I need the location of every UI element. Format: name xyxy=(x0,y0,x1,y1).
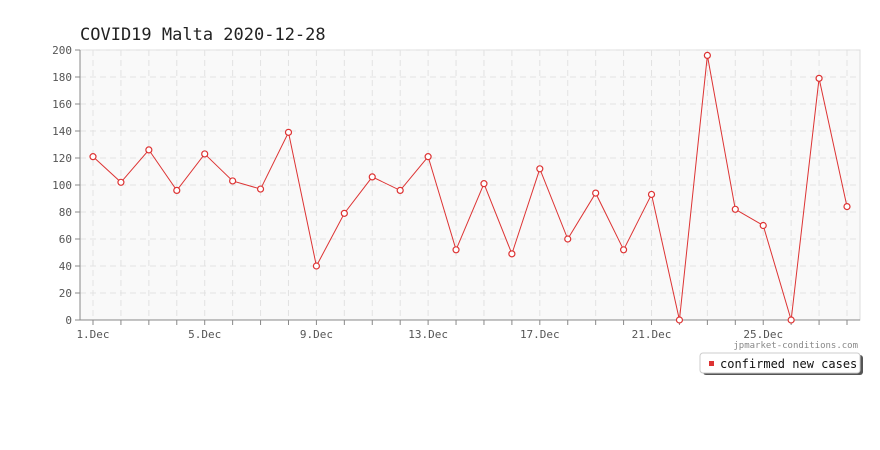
data-point xyxy=(368,173,376,181)
grid-lines xyxy=(80,49,860,320)
data-point xyxy=(312,262,321,270)
x-tick-label: 13.Dec xyxy=(408,328,448,341)
data-point xyxy=(703,51,711,60)
data-point xyxy=(731,205,739,213)
legend-marker xyxy=(709,361,714,366)
y-tick-label: 120 xyxy=(52,152,72,165)
data-point xyxy=(452,246,460,254)
x-tick-label: 9.Dec xyxy=(300,328,333,341)
data-point xyxy=(675,316,684,324)
data-point xyxy=(229,177,237,185)
legend-box xyxy=(699,352,861,374)
data-point xyxy=(619,246,628,254)
y-tick-label: 80 xyxy=(59,206,72,219)
x-tick-label: 25.Dec xyxy=(743,328,783,341)
data-point xyxy=(396,186,404,194)
data-point xyxy=(480,180,488,188)
data-point xyxy=(564,235,572,243)
data-point xyxy=(340,209,348,217)
y-tick-label: 40 xyxy=(59,260,72,273)
legend: confirmed new cases xyxy=(699,352,863,375)
data-point xyxy=(256,185,265,193)
data-point xyxy=(117,178,125,186)
data-point xyxy=(284,128,293,136)
y-tick-label: 200 xyxy=(52,44,72,57)
y-tick-label: 0 xyxy=(65,314,72,327)
x-tick-label: 21.Dec xyxy=(632,328,672,341)
data-point xyxy=(815,74,823,82)
data-point xyxy=(508,250,516,258)
data-point xyxy=(89,153,97,161)
series-confirmed-new-cases xyxy=(89,51,851,324)
data-point xyxy=(787,316,795,324)
data-point xyxy=(592,189,600,197)
data-point xyxy=(145,146,153,154)
data-point xyxy=(173,186,181,194)
x-tick-label: 1.Dec xyxy=(76,328,109,341)
y-tick-label: 60 xyxy=(59,233,72,246)
y-tick-label: 180 xyxy=(52,71,72,84)
x-tick-label: 17.Dec xyxy=(520,328,560,341)
legend-label: confirmed new cases xyxy=(720,357,857,371)
data-point xyxy=(759,221,767,230)
data-point xyxy=(647,190,656,199)
data-point xyxy=(536,165,544,173)
y-tick-label: 160 xyxy=(52,98,72,111)
x-tick-label: 5.Dec xyxy=(188,328,221,341)
y-tick-label: 140 xyxy=(52,125,72,138)
chart-title: COVID19 Malta 2020-12-28 xyxy=(80,25,326,45)
y-tick-label: 100 xyxy=(52,179,72,192)
watermark-text: jpmarket-conditions.com xyxy=(733,341,858,351)
series-line xyxy=(92,55,848,321)
y-tick-label: 20 xyxy=(59,287,72,300)
data-point xyxy=(201,150,209,158)
y-axis-tick-labels: 0 20 40 60 80 100 120 140 160 180 200 xyxy=(52,44,72,327)
data-point xyxy=(843,203,851,211)
data-point xyxy=(424,153,432,161)
x-axis-tick-labels: 1.Dec 5.Dec 9.Dec 13.Dec 17.Dec 21.Dec 25.Dec xyxy=(76,328,783,341)
